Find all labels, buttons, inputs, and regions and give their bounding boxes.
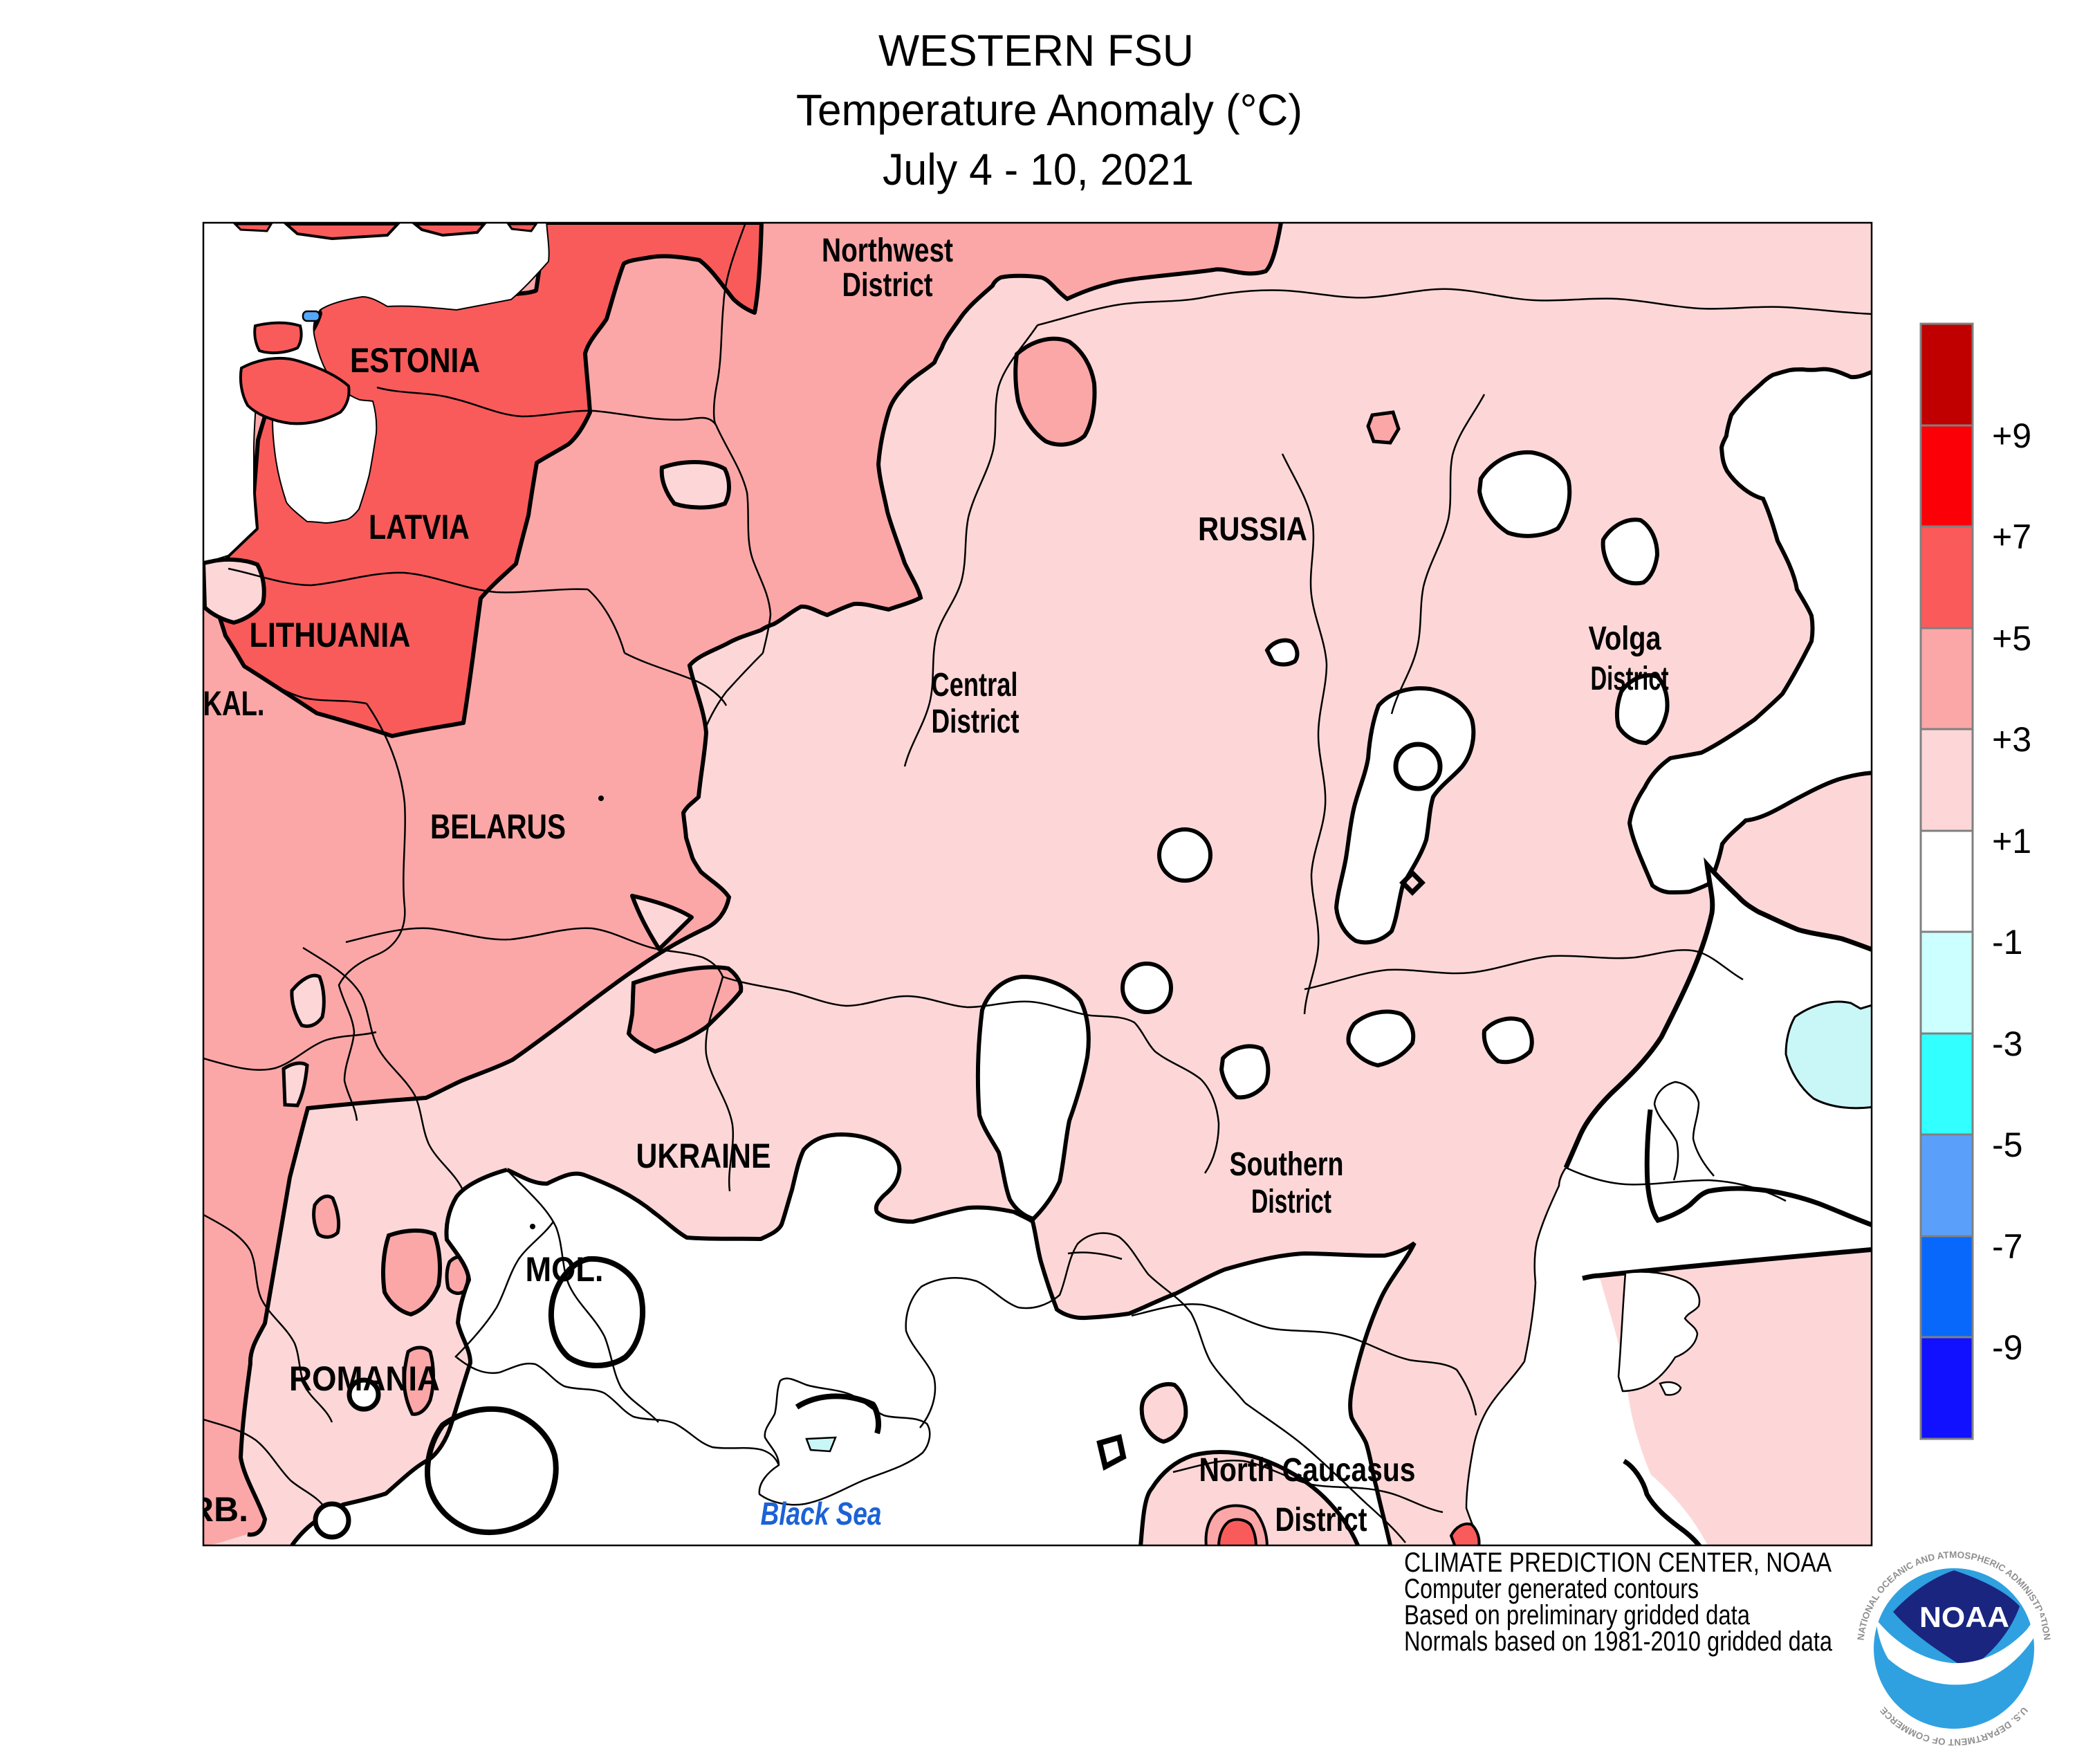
svg-text:District: District xyxy=(1591,661,1669,697)
svg-text:-3: -3 xyxy=(1992,1025,2022,1063)
svg-text:+7: +7 xyxy=(1992,517,2031,556)
svg-text:UKRAINE: UKRAINE xyxy=(636,1137,771,1175)
svg-text:+3: +3 xyxy=(1992,720,2031,759)
svg-text:ROMANIA: ROMANIA xyxy=(289,1359,440,1398)
svg-text:Temperature Anomaly (°C): Temperature Anomaly (°C) xyxy=(796,85,1302,135)
svg-text:LITHUANIA: LITHUANIA xyxy=(250,616,411,654)
svg-text:July 4 - 10, 2021: July 4 - 10, 2021 xyxy=(883,145,1194,194)
svg-text:+1: +1 xyxy=(1992,822,2031,861)
svg-text:RB.: RB. xyxy=(189,1490,248,1529)
svg-text:District: District xyxy=(1275,1502,1367,1538)
svg-text:NOAA: NOAA xyxy=(1919,1601,2009,1633)
svg-text:+9: +9 xyxy=(1992,416,2031,455)
svg-text:Based on preliminary gridded d: Based on preliminary gridded data xyxy=(1404,1600,1751,1630)
svg-text:-7: -7 xyxy=(1992,1227,2022,1266)
svg-text:Normals based on 1981-2010 gri: Normals based on 1981-2010 gridded data xyxy=(1404,1626,1833,1657)
svg-text:District: District xyxy=(932,704,1020,740)
svg-text:MOL.: MOL. xyxy=(526,1250,604,1289)
svg-text:-9: -9 xyxy=(1992,1328,2022,1367)
svg-text:-5: -5 xyxy=(1992,1126,2022,1164)
svg-text:District: District xyxy=(842,267,933,304)
svg-text:KAL.: KAL. xyxy=(203,684,265,723)
svg-text:BELARUS: BELARUS xyxy=(430,807,566,846)
svg-text:LATVIA: LATVIA xyxy=(369,508,470,546)
svg-text:Central: Central xyxy=(932,667,1018,704)
svg-text:Black Sea: Black Sea xyxy=(761,1496,882,1532)
svg-text:WESTERN FSU: WESTERN FSU xyxy=(878,26,1194,75)
svg-text:District: District xyxy=(1251,1184,1331,1220)
svg-text:Southern: Southern xyxy=(1230,1146,1344,1183)
svg-text:Computer generated contours: Computer generated contours xyxy=(1404,1574,1699,1604)
svg-text:ESTONIA: ESTONIA xyxy=(350,341,480,380)
svg-text:CLIMATE PREDICTION CENTER, NOA: CLIMATE PREDICTION CENTER, NOAA xyxy=(1404,1547,1832,1578)
svg-text:+5: +5 xyxy=(1992,619,2031,658)
svg-text:RUSSIA: RUSSIA xyxy=(1198,511,1307,548)
svg-text:Volga: Volga xyxy=(1589,621,1661,657)
svg-text:North Caucasus: North Caucasus xyxy=(1199,1452,1416,1489)
svg-text:Northwest: Northwest xyxy=(822,232,953,269)
svg-text:-1: -1 xyxy=(1992,923,2022,962)
